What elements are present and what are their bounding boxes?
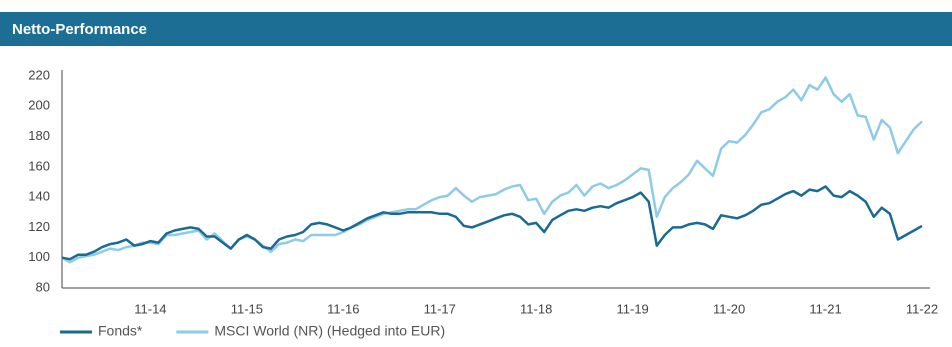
x-tick-label: 11-14 <box>134 301 166 316</box>
y-tick-label: 120 <box>28 219 50 234</box>
y-tick-label: 160 <box>28 158 50 173</box>
legend-label: MSCI World (NR) (Hedged into EUR) <box>214 323 445 339</box>
y-tick-label: 200 <box>28 98 50 113</box>
y-tick-label: 140 <box>28 189 50 204</box>
x-tick-label: 11-21 <box>809 301 841 316</box>
y-tick-label: 220 <box>28 67 50 82</box>
y-tick-label: 80 <box>36 279 50 294</box>
x-tick-label: 11-22 <box>906 301 938 316</box>
chart-title: Netto-Performance <box>12 21 148 38</box>
y-tick-label: 180 <box>28 128 50 143</box>
data-line <box>61 185 923 261</box>
legend-label: Fonds* <box>98 323 143 339</box>
x-tick-label: 11-17 <box>424 301 456 316</box>
x-tick-label: 11-18 <box>520 301 552 316</box>
data-line <box>61 76 923 264</box>
x-tick-label: 11-16 <box>327 301 359 316</box>
x-tick-label: 11-20 <box>713 301 745 316</box>
x-tick-label: 11-15 <box>231 301 263 316</box>
x-tick-label: 11-19 <box>617 301 649 316</box>
header-bar: Netto-Performance <box>0 12 952 46</box>
y-tick-label: 100 <box>28 249 50 264</box>
